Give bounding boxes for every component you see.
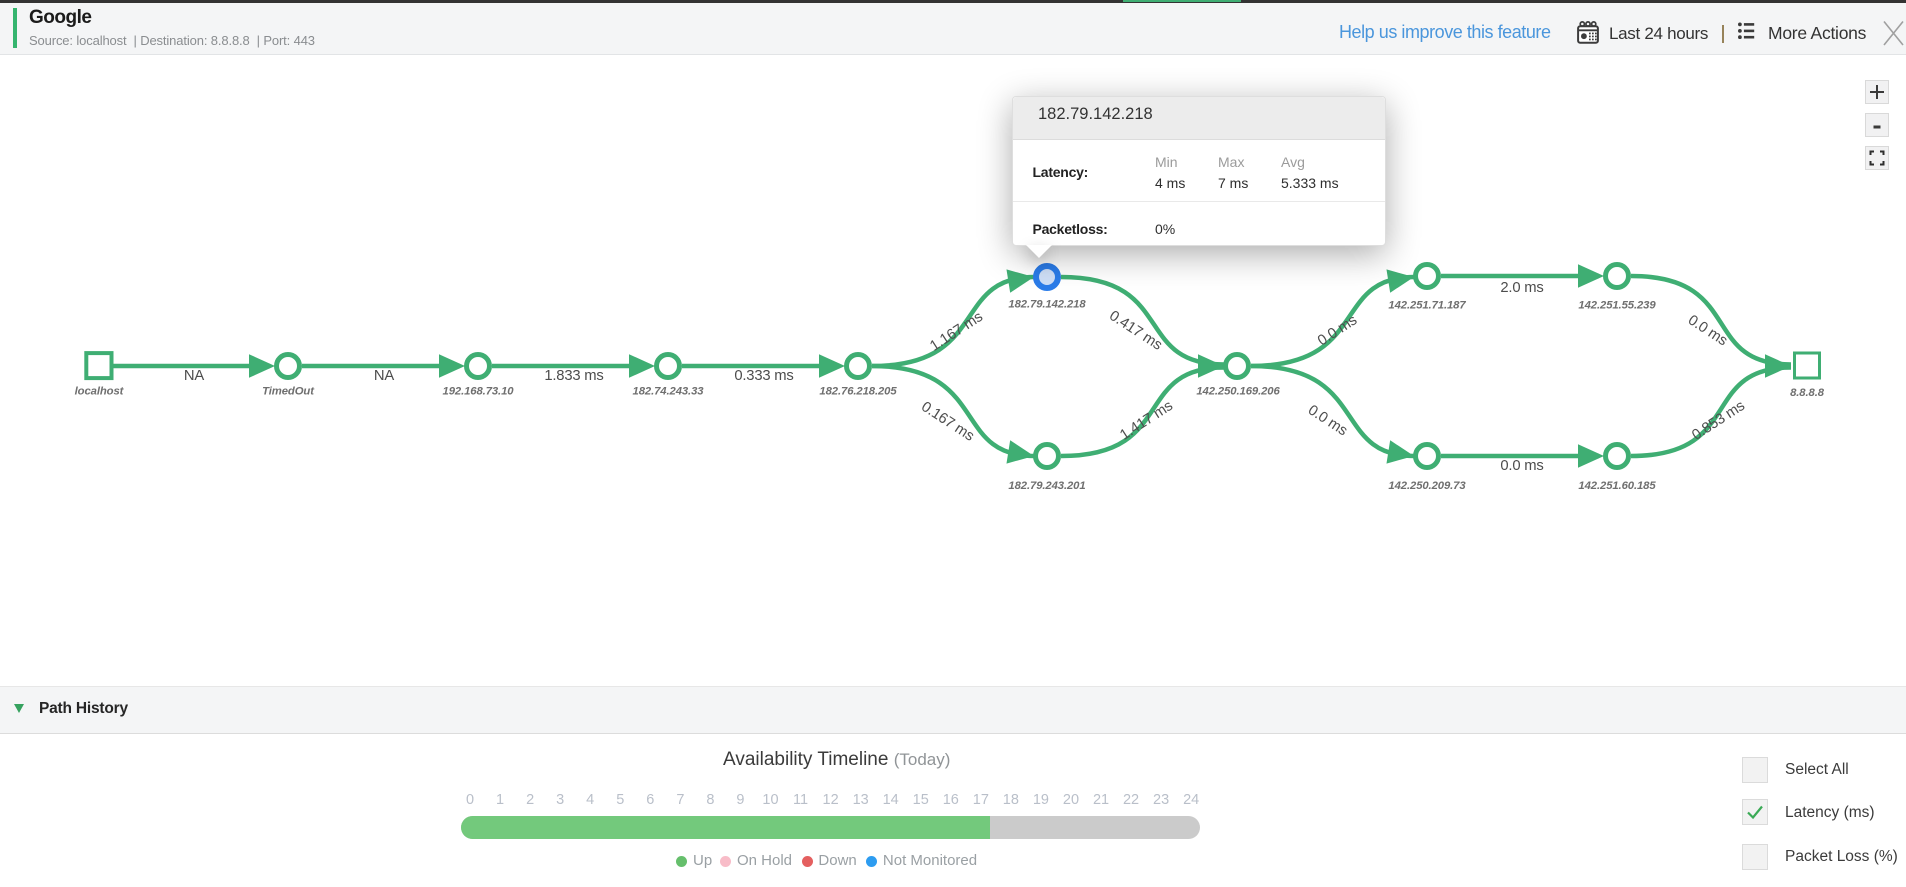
svg-text:NA: NA: [184, 368, 204, 384]
svg-text:0.0 ms: 0.0 ms: [1315, 312, 1360, 349]
svg-text:0.853 ms: 0.853 ms: [1689, 398, 1747, 444]
svg-text:TimedOut: TimedOut: [262, 386, 315, 398]
svg-text:142.250.209.73: 142.250.209.73: [1388, 480, 1466, 492]
svg-text:2.0 ms: 2.0 ms: [1500, 280, 1543, 296]
svg-text:192.168.73.10: 192.168.73.10: [443, 386, 515, 398]
svg-text:1.417 ms: 1.417 ms: [1117, 398, 1175, 444]
svg-text:182.74.243.33: 182.74.243.33: [633, 386, 705, 398]
svg-text:0.167 ms: 0.167 ms: [918, 399, 976, 445]
svg-text:182.76.218.205: 182.76.218.205: [819, 386, 897, 398]
svg-text:142.250.169.206: 142.250.169.206: [1196, 386, 1280, 398]
svg-text:142.251.71.187: 142.251.71.187: [1388, 300, 1466, 312]
svg-text:142.251.55.239: 142.251.55.239: [1578, 300, 1656, 312]
svg-text:182.79.243.201: 182.79.243.201: [1008, 480, 1085, 492]
svg-text:0.0 ms: 0.0 ms: [1685, 312, 1730, 349]
svg-text:localhost: localhost: [75, 386, 125, 398]
svg-text:1.167 ms: 1.167 ms: [927, 309, 985, 355]
svg-text:142.251.60.185: 142.251.60.185: [1578, 480, 1656, 492]
svg-text:182.79.142.218: 182.79.142.218: [1008, 299, 1086, 311]
svg-text:0.0 ms: 0.0 ms: [1500, 458, 1543, 474]
svg-text:0.333 ms: 0.333 ms: [734, 368, 793, 384]
svg-text:8.8.8.8: 8.8.8.8: [1790, 387, 1825, 399]
svg-text:1.833 ms: 1.833 ms: [544, 368, 603, 384]
svg-text:NA: NA: [374, 368, 394, 384]
